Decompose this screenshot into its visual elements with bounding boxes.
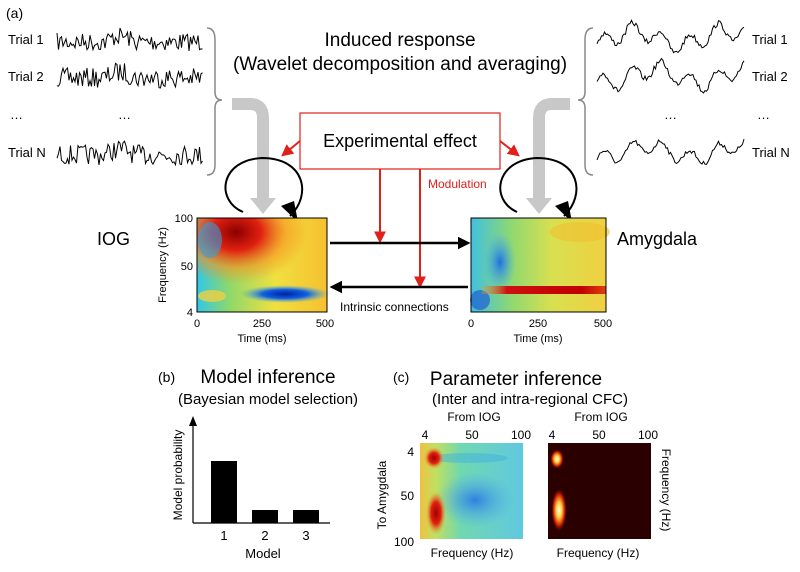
- cfc-left-xlabel: Frequency (Hz): [431, 546, 514, 560]
- tf-map-amygdala: [470, 217, 610, 313]
- model-inference-title: Model inference: [200, 367, 335, 388]
- bar-category-label: 3: [302, 528, 309, 543]
- region-label-iog: IOG: [97, 229, 130, 249]
- grey-arrow-left: [232, 98, 269, 200]
- cfc-right-from-label: From IOG: [574, 410, 627, 424]
- tf-amygdala-xticks: 0 250 500: [468, 318, 612, 330]
- ytick: 4: [187, 307, 193, 319]
- tf-map-iog: [196, 217, 330, 313]
- bar-model-2: [252, 510, 278, 523]
- red-arrow-to-amygdala: [499, 140, 520, 157]
- parameter-inference-subtitle: (Inter and intra-regional CFC): [432, 391, 628, 408]
- tf-amygdala-xlabel: Time (ms): [513, 333, 562, 345]
- ytick: 50: [401, 489, 415, 503]
- bar-category-label: 2: [261, 528, 268, 543]
- panel-label-c: (c): [393, 369, 409, 385]
- xtick: 500: [594, 318, 612, 330]
- cfc-map-right: [548, 443, 651, 539]
- ytick: 100: [175, 213, 193, 225]
- modulation-label: Modulation: [428, 177, 487, 191]
- trial-trace: [596, 19, 745, 54]
- cfc-right-xlabel: Frequency (Hz): [557, 546, 640, 560]
- xtick: 50: [592, 428, 606, 442]
- ytick: 100: [394, 535, 414, 549]
- cfc-left-from-label: From IOG: [447, 410, 500, 424]
- intrinsic-label: Intrinsic connections: [340, 300, 449, 314]
- xtick: 50: [465, 428, 479, 442]
- red-arrow-to-iog: [281, 140, 301, 157]
- tf-iog-xticks: 0 250 500: [194, 318, 334, 330]
- experimental-effect-box: [299, 112, 501, 170]
- xtick: 4: [549, 428, 556, 442]
- trial-traces-right: [596, 19, 745, 165]
- xtick: 100: [638, 428, 658, 442]
- ellipsis-left: …: [118, 107, 131, 122]
- grey-arrowhead-left: [250, 198, 276, 214]
- brace-left: [206, 27, 223, 176]
- trial-label: Trial 2: [752, 69, 788, 84]
- self-loop-left-head: [281, 201, 298, 222]
- trial-label: …: [10, 107, 23, 122]
- self-loop-right-head: [555, 201, 572, 222]
- experimental-effect-label: Experimental effect: [323, 131, 477, 151]
- trial-label: Trial 1: [8, 32, 44, 47]
- panel-label-b: (b): [158, 369, 175, 385]
- induced-title: Induced response: [324, 30, 475, 51]
- cfc-left-ylabel: To Amygdala: [375, 460, 389, 529]
- parameter-inference-title: Parameter inference: [430, 369, 602, 390]
- bar-model-1: [211, 461, 237, 523]
- grey-arrowhead-right: [526, 198, 552, 214]
- trial-trace: [56, 62, 203, 89]
- cfc-left-xticks: 4 50 100: [422, 428, 532, 442]
- self-loop-right: [499, 156, 578, 217]
- bar-chart: 1 2 3: [189, 416, 330, 543]
- self-loop-left: [224, 156, 304, 217]
- cfc-right-xticks: 4 50 100: [549, 428, 659, 442]
- cfc-left-yticks: 4 50 100: [394, 445, 414, 549]
- tf-iog-xlabel: Time (ms): [237, 333, 286, 345]
- bar-xlabel: Model: [245, 546, 281, 561]
- cfc-right-ylabel: Frequency (Hz): [659, 449, 673, 532]
- bar-model-3: [293, 510, 319, 523]
- xtick: 500: [316, 318, 334, 330]
- grey-arrow-right: [533, 98, 570, 200]
- xtick: 4: [422, 428, 429, 442]
- ellipsis-right: …: [664, 107, 677, 122]
- ytick: 4: [407, 445, 414, 459]
- trial-traces-left: [56, 27, 203, 167]
- xtick: 0: [194, 318, 200, 330]
- trial-label: Trial 2: [8, 69, 44, 84]
- trial-labels-left: Trial 1 Trial 2 … Trial N: [8, 32, 46, 160]
- cfc-map-left: [420, 443, 523, 539]
- xtick: 250: [253, 318, 271, 330]
- trial-trace: [596, 57, 745, 94]
- trial-trace: [596, 138, 745, 165]
- tf-iog-yticks: 100 50 4: [175, 213, 193, 319]
- brace-right: [577, 27, 594, 176]
- trial-label: Trial N: [752, 145, 790, 160]
- bar-ylabel: Model probability: [171, 430, 185, 521]
- ytick: 50: [181, 261, 193, 273]
- bar-category-label: 1: [220, 528, 227, 543]
- xtick: 100: [511, 428, 531, 442]
- panel-label-a: (a): [6, 5, 23, 21]
- model-inference-subtitle: (Bayesian model selection): [178, 391, 358, 408]
- induced-subtitle: (Wavelet decomposition and averaging): [233, 54, 567, 75]
- y-axis-arrowhead: [189, 416, 197, 426]
- trial-labels-right: Trial 1 Trial 2 … Trial N: [752, 32, 790, 160]
- region-label-amygdala: Amygdala: [617, 229, 698, 249]
- trial-label: …: [757, 107, 770, 122]
- xtick: 250: [529, 318, 547, 330]
- trial-label: Trial N: [8, 145, 46, 160]
- trial-trace: [56, 140, 203, 167]
- xtick: 0: [468, 318, 474, 330]
- trial-label: Trial 1: [752, 32, 788, 47]
- tf-iog-ylabel: Frequency (Hz): [157, 227, 169, 303]
- trial-trace: [56, 27, 203, 52]
